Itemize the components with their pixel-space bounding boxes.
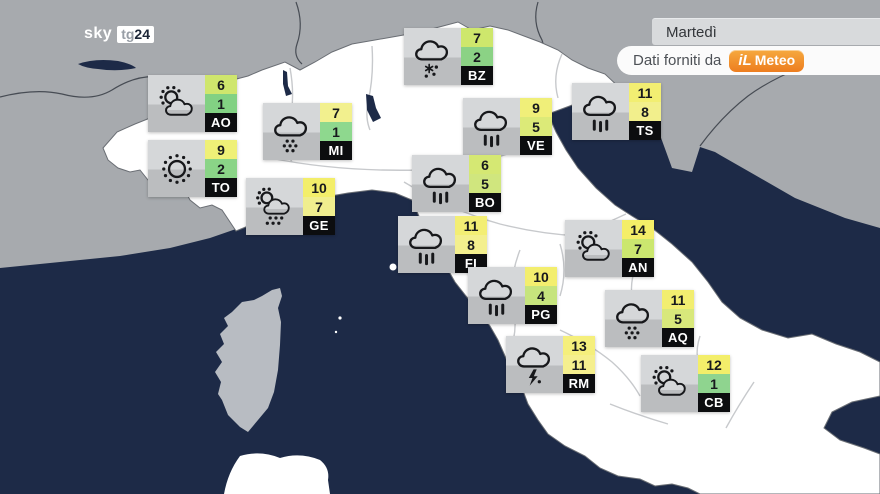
city-code: CB [698,393,730,412]
min-temp: 1 [320,122,352,141]
rain-light-icon [263,103,320,160]
city-code: MI [320,141,352,160]
min-temp: 7 [303,197,335,216]
max-temp: 7 [320,103,352,122]
city-code: TS [629,121,661,140]
min-temp: 7 [622,239,654,258]
sleet-icon [404,28,461,85]
weather-card-an: 14 7 AN [565,220,654,277]
min-temp: 2 [205,159,237,178]
max-temp: 10 [525,267,557,286]
max-temp: 9 [205,140,237,159]
sun-icon [148,140,205,197]
il-meteo-logo: iL Meteo [729,49,805,72]
min-temp: 2 [461,47,493,66]
rain-heavy-icon [463,98,520,155]
weather-card-fi: 11 8 FI [398,216,487,273]
corsica [215,288,282,432]
sun-cloud-rain-icon [246,178,303,235]
city-code: AQ [662,328,694,347]
min-temp: 4 [525,286,557,305]
weather-card-ve: 9 5 VE [463,98,552,155]
min-temp: 5 [662,309,694,328]
weather-card-bz: 7 2 BZ [404,28,493,85]
rain-heavy-icon [398,216,455,273]
weather-card-ge: 10 7 GE [246,178,335,235]
weather-card-ts: 11 8 TS [572,83,661,140]
weather-card-pg: 10 4 PG [468,267,557,324]
sun-cloud-icon [565,220,622,277]
min-temp: 5 [520,117,552,136]
min-temp: 5 [469,174,501,193]
sky-wordmark: sky [84,25,113,42]
weather-card-rm: 13 11 RM [506,336,595,393]
city-code: BO [469,193,501,212]
max-temp: 6 [469,155,501,174]
max-temp: 11 [662,290,694,309]
max-temp: 13 [563,336,595,355]
day-banner: Martedì [652,18,880,45]
city-code: AN [622,258,654,277]
min-temp: 11 [563,355,595,374]
city-code: AO [205,113,237,132]
min-temp: 1 [698,374,730,393]
max-temp: 7 [461,28,493,47]
city-code: BZ [461,66,493,85]
weather-card-bo: 6 5 BO [412,155,501,212]
city-code: TO [205,178,237,197]
weather-card-mi: 7 1 MI [263,103,352,160]
credit-banner: Dati forniti da iL Meteo [617,46,880,75]
rain-heavy-icon [468,267,525,324]
city-code: PG [525,305,557,324]
max-temp: 9 [520,98,552,117]
city-code: VE [520,136,552,155]
sun-cloud-icon [641,355,698,412]
max-temp: 10 [303,178,335,197]
min-temp: 1 [205,94,237,113]
max-temp: 14 [622,220,654,239]
rain-light-icon [605,290,662,347]
lakes [78,60,381,122]
rain-heavy-icon [572,83,629,140]
credit-label: Dati forniti da [633,52,722,69]
sardinia [224,453,330,494]
max-temp: 11 [629,83,661,102]
city-code: RM [563,374,595,393]
max-temp: 12 [698,355,730,374]
sky-tg24-logo: sky tg24 [84,25,154,43]
rain-heavy-icon [412,155,469,212]
tg24-box: tg24 [117,25,154,43]
min-temp: 8 [455,235,487,254]
max-temp: 11 [455,216,487,235]
small-islands [334,263,397,334]
weather-card-cb: 12 1 CB [641,355,730,412]
sun-cloud-icon [148,75,205,132]
city-code: GE [303,216,335,235]
weather-card-aq: 11 5 AQ [605,290,694,347]
country-borders [0,1,801,147]
thunderstorm-icon [506,336,563,393]
weather-card-to: 9 2 TO [148,140,237,197]
day-label: Martedì [666,23,717,41]
min-temp: 8 [629,102,661,121]
weather-card-ao: 6 1 AO [148,75,237,132]
max-temp: 6 [205,75,237,94]
